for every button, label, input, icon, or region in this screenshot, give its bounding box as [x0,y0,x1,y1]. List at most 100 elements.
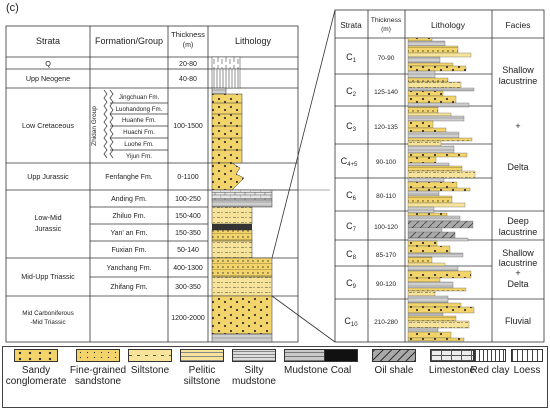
lithology-bed [407,95,457,104]
lithology-bed [407,65,467,72]
rthk-c1: 70-90 [378,55,395,62]
lithology-bed [407,306,475,314]
lithology-bed [407,290,436,297]
fm-luohe: Luohe Fm. [124,141,154,148]
fm-yanchang: Yanchang Fm. [106,265,151,272]
zhidan-bracket [103,89,108,159]
fm-yanan: Yan' an Fm. [111,230,148,237]
right-header-facies: Facies [505,20,530,30]
right-header-thickness: Thickness [371,17,402,24]
unit-c6: C6 [346,190,357,202]
lithology-bed [407,206,435,214]
lithology-bed [407,337,465,342]
fm-luohandong: Luohandong Fm. [116,106,163,113]
facies-lacustrine-1: lacustrine [499,76,538,86]
thk-low-cretaceous: 100-1500 [173,123,203,130]
legend-label: Oil shale [374,365,414,376]
siltstone-swatch [128,349,172,362]
lithology-bed [407,106,439,114]
facies-deep-lacustrine: lacustrine [499,227,538,237]
lithology-bed [407,231,456,239]
left-header-thickness-unit: (m) [183,42,194,49]
lithology-bed [407,245,451,254]
lithology-bed [407,190,440,197]
legend-label: Siltstone [130,365,170,376]
fm-huachi: Huachi Fm. [123,129,155,136]
rthk-c3: 120-135 [374,124,398,131]
legend-item-loess: Loess [506,346,548,376]
fm-huanhe: Huanhe Fm. [122,117,156,124]
left-header-thickness: Thickness [171,30,205,39]
lithology-bed [407,177,445,183]
fine-sandstone-swatch [76,349,120,362]
legend-item-mudstone: Mudstone [274,346,338,376]
legend-item-fine-sandstone: Fine-grained sandstone [66,346,130,387]
legend-label: Coal [330,365,352,376]
lithology-bed [407,220,474,229]
lithology-bed [407,281,454,289]
fm-anding: Anding Fm. [111,196,147,203]
thk-upp-neogene: 40-80 [179,76,197,83]
lithology-bed [407,277,441,283]
unit-c9: C9 [346,278,357,290]
lithology-bed [407,320,470,329]
thk-yanchang: 400-1300 [173,265,203,272]
thk-zhiluo: 150-400 [175,213,201,220]
thk-anding: 100-250 [175,196,201,203]
lithology-bed [407,127,447,133]
lithology-bed [407,156,437,164]
legend-item-pelitic-siltstone: Pelitic siltstone [170,346,234,387]
thk-yanan: 150-350 [175,230,201,237]
legend-item-limestone: Limestone [420,346,484,376]
legend-item-siltstone: Siltstone [118,346,182,376]
lithology-bed [407,137,473,142]
lithology-bed [407,45,459,54]
unit-c1: C1 [346,52,357,64]
strata-low-mid-jurassic-2: Jurassic [35,224,62,233]
lithology-bed [407,90,444,97]
lithology-bed [407,202,466,208]
strata-mid-carboniferous-1: Mid Carboniferous [22,310,73,317]
lithology-bed [407,120,434,129]
right-lithology-column [407,37,476,343]
legend-label: Limestone [428,365,476,376]
facies-plus-2: + [515,268,520,278]
facies-lacustrine-2: lacustrine [499,258,538,268]
loess-swatch [511,349,543,362]
lithology-bed [407,327,439,333]
lithology-bed [407,131,460,139]
lithology-bed [407,312,444,317]
fm-fenfanghe: Fenfanghe Fm. [105,174,153,181]
right-header-strata: Strata [340,21,362,30]
fm-zhiluo: Zhiluo Fm. [112,213,145,220]
legend-label: Silty mudstone [232,365,276,387]
facies-fluvial: Fluvial [505,316,531,326]
unit-c2: C2 [346,86,357,98]
facies-shallow-1: Shallow [502,65,534,75]
unit-c7: C7 [346,221,357,233]
unit-c45: C4+5 [341,156,358,168]
lithology-bed [407,112,452,117]
panel-label: (c) [6,2,19,14]
rthk-c8: 85-170 [376,252,397,259]
legend-label: Pelitic siltstone [183,365,221,387]
right-header-thickness-unit: (m) [381,26,391,33]
lithology-bed [407,256,433,264]
legend-label: Loess [513,365,541,376]
legend-item-oil-shale: Oil shale [362,346,426,376]
silty-mudstone-swatch [232,349,276,362]
pelitic-siltstone-swatch [180,349,224,362]
red-clay-swatch [474,349,506,362]
oil-shale-swatch [372,349,416,362]
fm-yijun: Yijun Fm. [126,153,152,160]
thk-upp-jurassic: 0-1100 [177,174,198,181]
facies-plus-1: + [515,121,520,131]
facies-delta-2: Delta [507,279,528,289]
lithology-bed [407,70,436,79]
right-header-lithology: Lithology [431,20,466,30]
zhidan-bracket-right [109,89,114,159]
lithology-bed [407,140,442,147]
lithology-bed [407,152,468,158]
rthk-c45: 90-100 [376,159,397,166]
lithology-bed [407,62,454,67]
